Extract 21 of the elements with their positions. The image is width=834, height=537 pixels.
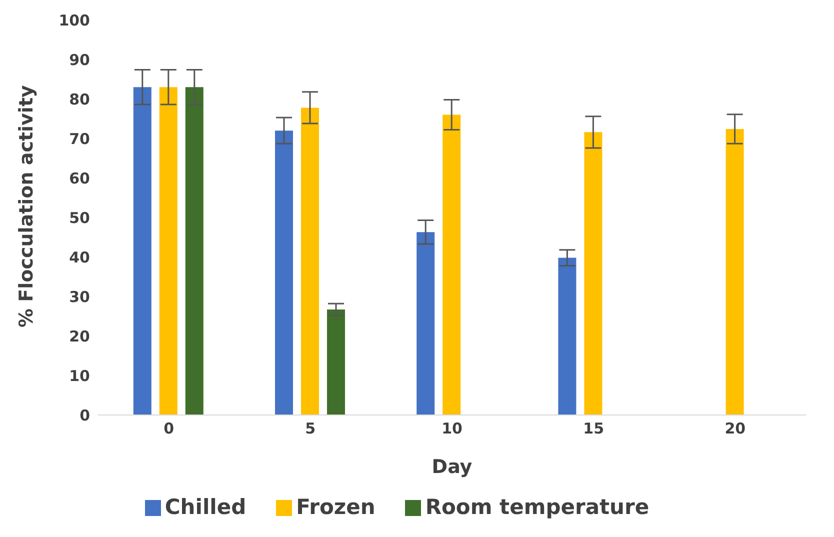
y-tick-label: 40: [69, 248, 90, 266]
x-axis-title: Day: [432, 456, 473, 478]
x-tick-label: 10: [442, 420, 462, 438]
y-tick-label: 50: [69, 208, 90, 227]
y-tick-label: 0: [80, 406, 90, 424]
y-tick-label: 90: [69, 50, 90, 69]
y-tick-label: 30: [69, 288, 90, 306]
y-axis-title: % Flocculation activity: [16, 84, 38, 328]
y-tick-label: 10: [69, 366, 90, 385]
legend-label: Frozen: [296, 495, 376, 519]
y-tick-label: 20: [69, 327, 90, 346]
legend-label: Room temperature: [425, 495, 650, 519]
y-tick-label: 100: [58, 11, 90, 30]
legend-label: Chilled: [164, 495, 246, 519]
y-tick-label: 80: [69, 90, 90, 108]
x-tick-label: 20: [724, 420, 746, 438]
y-tick-label: 70: [69, 130, 90, 148]
x-tick-label: 15: [583, 420, 604, 438]
x-tick-label: 0: [164, 420, 174, 438]
y-tick-label: 60: [69, 169, 90, 188]
x-tick-label: 5: [305, 420, 316, 438]
